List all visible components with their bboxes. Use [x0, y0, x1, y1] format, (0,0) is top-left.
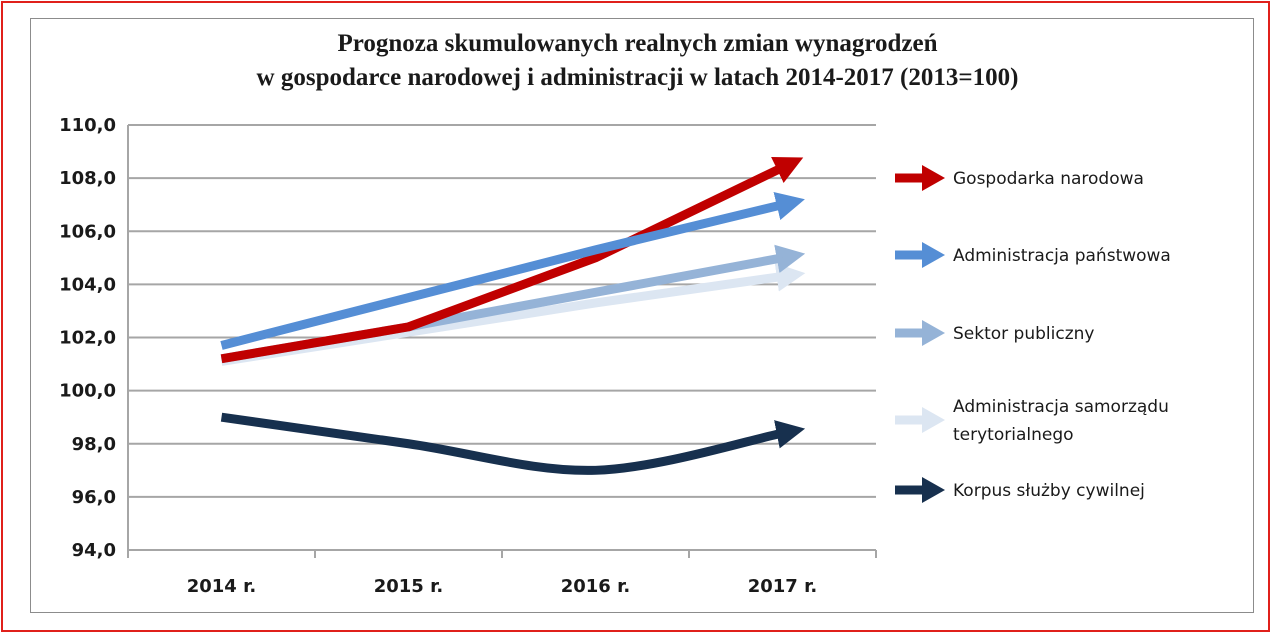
series-lines	[220, 157, 806, 475]
legend-swatch-arrow	[922, 165, 945, 191]
y-tick-label: 96,0	[72, 487, 116, 508]
x-axis: 2014 r. 2015 r. 2016 r. 2017 r.	[127, 550, 877, 597]
legend-swatch-arrow	[922, 320, 945, 346]
legend-label: Gospodarka narodowa	[953, 169, 1144, 189]
x-tick-label: 2015 r.	[374, 576, 444, 597]
legend-item-gospodarka-narodowa: Gospodarka narodowa	[895, 165, 1144, 191]
legend-label: Korpus służby cywilnej	[953, 481, 1145, 501]
x-tick-label: 2017 r.	[748, 576, 818, 597]
y-tick-label: 110,0	[59, 115, 116, 136]
legend-swatch-arrow	[922, 242, 945, 268]
y-axis: 94,0 96,0 98,0 100,0 102,0 104,0 106,0 108,0 110…	[59, 115, 129, 561]
series-line-korpus-sluzby-cywilnej	[220, 412, 806, 475]
legend-item-administracja-samorzadu-terytorialnego: Administracja samorządu terytorialnego	[895, 397, 1169, 445]
y-tick-label: 98,0	[72, 434, 116, 455]
chart-inner-frame	[30, 18, 1254, 613]
series-line-administracja-panstwowa	[220, 192, 805, 350]
legend-swatch-arrow	[922, 477, 945, 503]
x-tick-label: 2014 r.	[187, 576, 257, 597]
chart-title: Prognoza skumulowanych realnych zmian wy…	[337, 30, 938, 57]
legend-label: Administracja samorządu	[953, 397, 1169, 417]
legend-swatch-arrow	[922, 407, 945, 433]
y-tick-label: 100,0	[59, 381, 116, 402]
legend-item-sektor-publiczny: Sektor publiczny	[895, 320, 1094, 346]
legend-label: terytorialnego	[953, 425, 1074, 445]
legend: Gospodarka narodowa Administracja państwo…	[895, 165, 1171, 503]
y-tick-label: 104,0	[59, 274, 116, 295]
chart-subtitle: w gospodarce narodowej i administracji w…	[256, 64, 1019, 91]
legend-item-administracja-panstwowa: Administracja państwowa	[895, 242, 1171, 268]
series-line-gospodarka-narodowa	[220, 157, 804, 364]
x-tick-label: 2016 r.	[561, 576, 631, 597]
y-tick-label: 94,0	[72, 540, 116, 561]
legend-label: Administracja państwowa	[953, 246, 1171, 266]
y-tick-label: 102,0	[59, 328, 116, 349]
legend-item-korpus-sluzby-cywilnej: Korpus służby cywilnej	[895, 477, 1145, 503]
y-tick-label: 108,0	[59, 168, 116, 189]
y-tick-label: 106,0	[59, 221, 116, 242]
legend-label: Sektor publiczny	[953, 324, 1094, 344]
